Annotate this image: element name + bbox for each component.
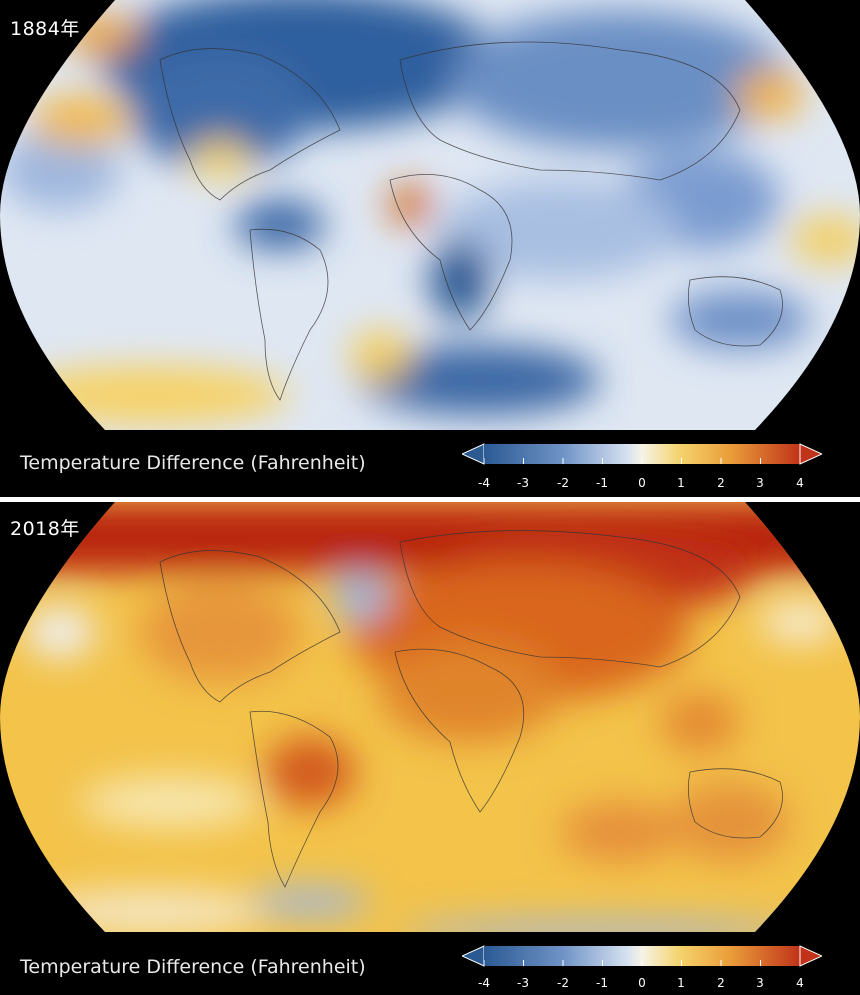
panel-divider — [0, 497, 860, 502]
scale-tick-label: 4 — [796, 476, 804, 490]
scale-tick-label: -4 — [478, 976, 490, 990]
legend-title: Temperature Difference (Fahrenheit) — [20, 956, 366, 978]
scale-max-arrow — [799, 945, 822, 967]
map-panel-1884: 1884年 Temperature Difference (Fahrenheit… — [0, 0, 860, 497]
scale-tick-label: 3 — [756, 476, 764, 490]
color-scale-bar — [462, 945, 822, 967]
scale-tick-label: -3 — [517, 476, 529, 490]
year-label: 2018年 — [10, 518, 80, 540]
scale-tick-label: 2 — [717, 976, 725, 990]
temperature-map-1884 — [0, 0, 860, 430]
scale-tick-label: -2 — [557, 976, 569, 990]
scale-tick-label: -1 — [596, 976, 608, 990]
scale-tick-label: 1 — [677, 976, 685, 990]
temperature-map-2018 — [0, 502, 860, 932]
continent-outlines — [159, 530, 783, 888]
scale-tick-label: 1 — [677, 476, 685, 490]
scale-tick-label: -2 — [557, 476, 569, 490]
legend-title: Temperature Difference (Fahrenheit) — [20, 452, 366, 474]
scale-min-arrow — [462, 443, 485, 465]
scale-min-arrow — [462, 945, 485, 967]
scale-max-arrow — [799, 443, 822, 465]
continent-outlines — [159, 41, 783, 401]
year-label: 1884年 — [10, 18, 80, 40]
scale-tick-label: -1 — [596, 476, 608, 490]
scale-tick-label: 4 — [796, 976, 804, 990]
scale-tick-label: 3 — [756, 976, 764, 990]
scale-tick-label: -4 — [478, 476, 490, 490]
map-panel-2018: 2018年 Temperature Difference (Fahrenheit… — [0, 502, 860, 995]
scale-tick-label: 0 — [638, 976, 646, 990]
scale-tick-label: 2 — [717, 476, 725, 490]
scale-tick-label: 0 — [638, 476, 646, 490]
scale-tick-label: -3 — [517, 976, 529, 990]
color-scale-bar — [462, 443, 822, 465]
